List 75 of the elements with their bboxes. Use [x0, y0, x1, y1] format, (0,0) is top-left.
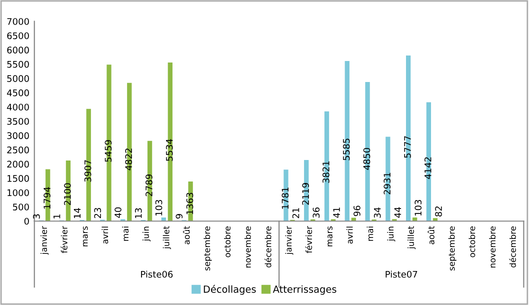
x-tick-label: février: [305, 226, 312, 254]
data-label: 5459: [104, 140, 112, 162]
data-label: 96: [354, 206, 360, 216]
y-tick-label: 6500: [7, 32, 29, 40]
x-tick-label: mai: [366, 226, 374, 241]
y-tick-label: 4000: [6, 104, 29, 111]
text: Piste07: [386, 270, 418, 278]
data-label: 1363: [186, 192, 194, 214]
text: Piste06: [141, 270, 173, 278]
y-tick-label: 4500: [6, 89, 29, 96]
data-label: 2789: [146, 174, 152, 196]
data-label: 40: [114, 207, 122, 218]
y-tick-label: 1000: [8, 189, 29, 196]
data-label: 4822: [125, 148, 132, 170]
data-label: 3907: [84, 160, 92, 182]
data-label: 14: [74, 208, 81, 218]
data-label: 41: [333, 208, 340, 218]
y-tick-label: 2500: [7, 146, 29, 154]
y-tick-label: 1500: [8, 175, 29, 182]
data-label: 3: [33, 214, 40, 219]
x-tick-label: janvier: [40, 226, 49, 255]
data-label: 4142: [424, 157, 432, 179]
data-label: 82: [435, 206, 442, 216]
x-tick-label: novembre: [244, 226, 251, 268]
data-label: 36: [312, 207, 320, 218]
y-tick-label: 5500: [7, 60, 29, 68]
x-tick-label: septembre: [204, 226, 212, 270]
data-label: 23: [94, 208, 102, 218]
x-tick-label: juillet: [162, 226, 171, 250]
y-tick-label: 0: [24, 218, 29, 225]
x-tick-label: mars: [328, 226, 332, 246]
data-label: 2100: [64, 183, 71, 205]
data-label: 103: [155, 200, 162, 216]
data-label: 9: [176, 214, 183, 219]
data-label: 2119: [302, 183, 309, 205]
x-tick-label: février: [60, 226, 68, 254]
y-tick-label: 5000: [7, 75, 29, 82]
data-label: 1794: [44, 187, 50, 209]
data-label: 44: [394, 207, 402, 218]
y-tick-label: 500: [12, 204, 29, 210]
x-tick-label: mai: [122, 226, 129, 241]
data-label: 1781: [282, 188, 289, 209]
x-tick-label: janvier: [285, 226, 294, 255]
y-tick-label: 2000: [7, 160, 29, 168]
x-tick-label: décembre: [264, 226, 272, 268]
x-tick-label: juin: [142, 226, 151, 242]
x-tick-label: août: [428, 226, 434, 244]
y-tick-label: 6000: [7, 46, 29, 54]
x-tick-label: mars: [82, 226, 88, 246]
x-tick-label: novembre: [489, 226, 496, 268]
data-label: 4850: [363, 148, 370, 170]
x-tick-label: octobre: [224, 226, 230, 258]
x-tick-label: juin: [387, 226, 396, 242]
x-tick-label: juillet: [408, 226, 416, 250]
x-tick-label: avril: [102, 226, 108, 244]
y-tick-label: 3500: [7, 118, 29, 125]
data-label: 21: [292, 208, 300, 218]
x-tick-label: septembre: [448, 226, 456, 270]
x-tick-label: août: [182, 226, 190, 244]
legend-label: Atterrissages: [272, 285, 336, 295]
data-label: 5585: [342, 138, 350, 160]
x-tick-label: décembre: [509, 226, 516, 268]
y-tick-label: 3000: [7, 132, 29, 140]
data-label: 34: [374, 207, 381, 218]
data-label: 2931: [384, 172, 391, 194]
x-tick-label: octobre: [468, 226, 476, 258]
data-label: 1: [54, 214, 60, 218]
data-label: 13: [134, 208, 142, 218]
data-label: 5777: [404, 136, 411, 158]
data-label: 103: [414, 200, 422, 216]
legend-label: Décollages: [204, 284, 256, 295]
x-tick-label: avril: [346, 226, 353, 244]
data-label: 3821: [322, 161, 330, 183]
y-tick-label: 7000: [7, 18, 29, 25]
data-label: 5534: [166, 139, 173, 161]
